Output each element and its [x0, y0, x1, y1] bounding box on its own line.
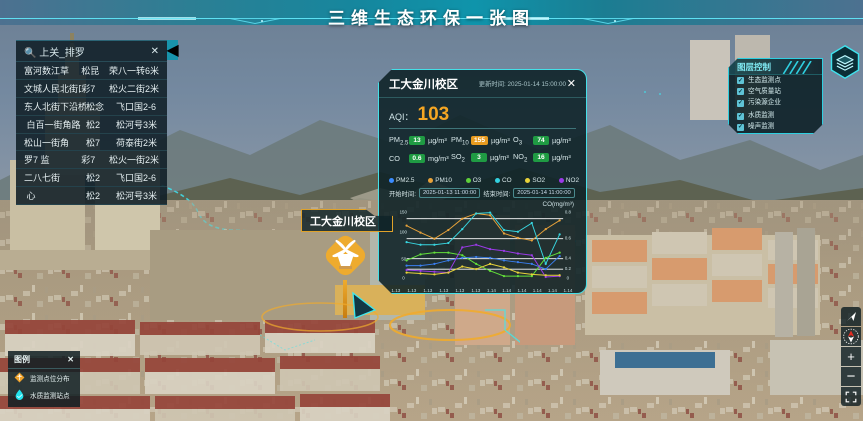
svg-text:0.8: 0.8: [565, 210, 572, 214]
svg-text:0: 0: [567, 276, 570, 281]
svg-text:0.2: 0.2: [565, 266, 572, 271]
svg-text:150: 150: [400, 210, 408, 214]
svg-text:0: 0: [402, 276, 405, 281]
svg-text:0.6: 0.6: [565, 236, 572, 241]
svg-text:100: 100: [400, 229, 408, 234]
svg-text:0.4: 0.4: [565, 256, 572, 261]
